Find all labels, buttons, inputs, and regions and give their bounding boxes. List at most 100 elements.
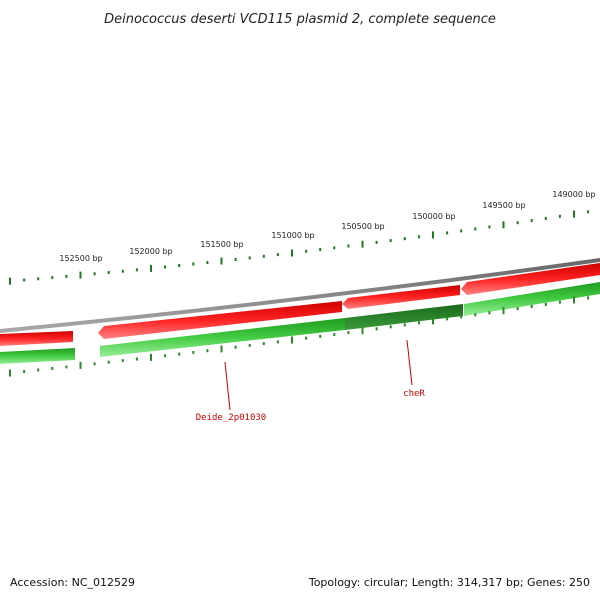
gene-label-line-deide-2p01030 <box>224 361 231 411</box>
outer-ruler-tick <box>446 231 449 235</box>
outer-ruler-tick <box>220 257 223 265</box>
inner-ruler-tick <box>93 362 96 366</box>
outer-ruler-tick <box>403 237 406 241</box>
outer-ruler-tick <box>150 264 152 272</box>
inner-ruler-tick <box>178 352 181 356</box>
inner-ruler-tick <box>502 307 505 315</box>
inner-ruler-tick <box>558 300 561 304</box>
inner-ruler-tick <box>333 333 336 336</box>
outer-ruler-tick <box>23 278 26 282</box>
inner-ruler-tick <box>37 368 40 372</box>
inner-ruler-tick <box>276 340 279 344</box>
inner-ruler-tick <box>544 302 547 306</box>
outer-ruler-tick <box>234 258 237 261</box>
outer-ruler-tick <box>107 271 110 274</box>
outer-ruler-tick <box>389 239 392 243</box>
inner-ruler-tick <box>23 370 26 373</box>
inner-ruler-tick <box>9 369 11 377</box>
outer-ruler-tick <box>178 264 181 267</box>
gene-label-deide-2p01030: Deide_2p01030 <box>196 413 266 423</box>
outer-ruler-tick <box>65 274 68 278</box>
inner-ruler <box>9 296 590 377</box>
inner-ruler-tick <box>530 305 533 308</box>
inner-ruler-tick <box>573 296 575 304</box>
outer-ruler-tick <box>305 249 308 253</box>
backbone-strand <box>0 258 600 333</box>
outer-ruler-tick <box>417 235 420 239</box>
inner-ruler-tick <box>164 354 167 358</box>
outer-ruler-tick <box>291 249 293 257</box>
inner-ruler-tick <box>192 350 195 354</box>
map-title: Deinococcus deserti VCD115 plasmid 2, co… <box>104 12 496 27</box>
inner-ruler-tick <box>389 325 392 329</box>
outer-ruler-tick <box>573 210 575 218</box>
outer-ruler-tick <box>192 262 195 266</box>
inner-ruler-tick <box>79 361 82 369</box>
reverse-gene-1 <box>0 348 75 364</box>
outer-ruler-tick <box>432 231 434 239</box>
inner-ruler-tick <box>206 349 209 353</box>
inner-ruler-tick <box>446 317 449 321</box>
inner-ruler-tick <box>65 365 68 369</box>
outer-ruler-tick <box>474 227 477 231</box>
outer-ruler-tick <box>361 240 364 248</box>
inner-ruler-tick <box>432 317 434 325</box>
outer-ruler-tick <box>516 221 519 225</box>
inner-ruler-tick <box>417 321 420 325</box>
summary-text: Topology: circular; Length: 314,317 bp; … <box>308 576 590 589</box>
inner-ruler-tick <box>262 342 265 346</box>
reverse-gene-3 <box>464 282 600 316</box>
ruler-label-150500: 150500 bp <box>341 222 384 231</box>
ruler-label-152000: 152000 bp <box>129 247 172 256</box>
inner-ruler-tick <box>121 359 124 363</box>
inner-ruler-tick <box>375 327 378 331</box>
inner-ruler-tick <box>460 315 463 319</box>
outer-ruler-tick <box>121 269 124 273</box>
accession-text: Accession: NC_012529 <box>10 576 135 589</box>
inner-ruler-tick <box>248 343 251 347</box>
outer-ruler-tick <box>530 219 533 223</box>
outer-ruler-tick <box>262 254 265 258</box>
ruler-label-151000: 151000 bp <box>271 231 314 240</box>
inner-ruler-tick <box>51 367 54 370</box>
inner-ruler-tick <box>234 345 237 349</box>
ruler-label-149000: 149000 bp <box>552 190 595 199</box>
ruler-label-150000: 150000 bp <box>412 212 455 221</box>
outer-ruler-tick <box>460 229 463 233</box>
outer-ruler-tick <box>135 268 138 272</box>
inner-ruler-tick <box>474 313 477 317</box>
inner-ruler-tick <box>403 323 406 327</box>
outer-ruler-tick <box>9 277 11 285</box>
reverse-gene-cher <box>345 304 463 330</box>
outer-ruler-tick <box>93 272 96 276</box>
forward-gene-4 <box>461 263 600 295</box>
outer-ruler-tick <box>347 244 350 248</box>
inner-ruler-tick <box>135 357 138 361</box>
ruler-label-151500: 151500 bp <box>200 240 243 249</box>
inner-ruler-tick <box>319 334 322 338</box>
ruler-labels: 152500 bp 152000 bp 151500 bp 151000 bp … <box>59 190 595 263</box>
reverse-gene-deide-2p01030 <box>100 318 345 357</box>
inner-ruler-tick <box>291 336 293 344</box>
inner-ruler-tick <box>150 353 152 361</box>
inner-ruler-tick <box>220 345 223 353</box>
outer-ruler-tick <box>206 261 209 264</box>
forward-gene-3 <box>342 285 460 309</box>
outer-ruler-tick <box>276 253 279 257</box>
forward-strand-features <box>0 263 600 346</box>
outer-ruler-tick <box>37 277 40 281</box>
inner-ruler-tick <box>488 311 491 315</box>
outer-ruler-tick <box>248 256 251 260</box>
outer-ruler-tick <box>502 221 505 229</box>
inner-ruler-tick <box>587 296 590 300</box>
ruler-label-152500: 152500 bp <box>59 254 102 263</box>
inner-ruler-tick <box>347 331 350 335</box>
inner-ruler-tick <box>107 360 110 364</box>
outer-ruler-tick <box>319 248 322 251</box>
outer-ruler-tick <box>558 214 561 218</box>
forward-gene-2 <box>98 301 342 339</box>
gene-label-line-cher <box>406 339 413 386</box>
outer-ruler-tick <box>164 265 167 269</box>
forward-gene-1 <box>0 331 73 346</box>
